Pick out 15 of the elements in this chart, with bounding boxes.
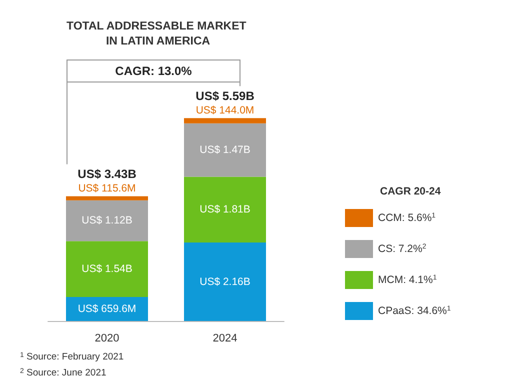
data-label: US$ 1.81B: [200, 204, 250, 216]
data-label: US$ 115.6M: [78, 182, 136, 195]
text: CAGR: 13.0%: [115, 64, 192, 78]
data-label: US$ 2.16B: [200, 276, 250, 288]
x-tick-label: 2024: [212, 332, 238, 344]
data-label: US$ 1.54B: [82, 263, 132, 276]
total-label: US$ 5.59B: [196, 89, 255, 104]
data-label: US$ 659.6M: [78, 303, 136, 316]
data-label: US$ 1.47B: [200, 144, 250, 156]
data-label: US$ 144.0M: [196, 104, 254, 117]
legend-title: CAGR 20-24: [380, 186, 441, 198]
chart-title: TOTAL ADDRESSABLE MARKET IN LATIN AMERICA: [66, 20, 250, 48]
x-tick-label: 2020: [94, 332, 120, 344]
data-label: US$ 1.12B: [82, 214, 132, 227]
total-label: US$ 3.43B: [78, 167, 137, 182]
